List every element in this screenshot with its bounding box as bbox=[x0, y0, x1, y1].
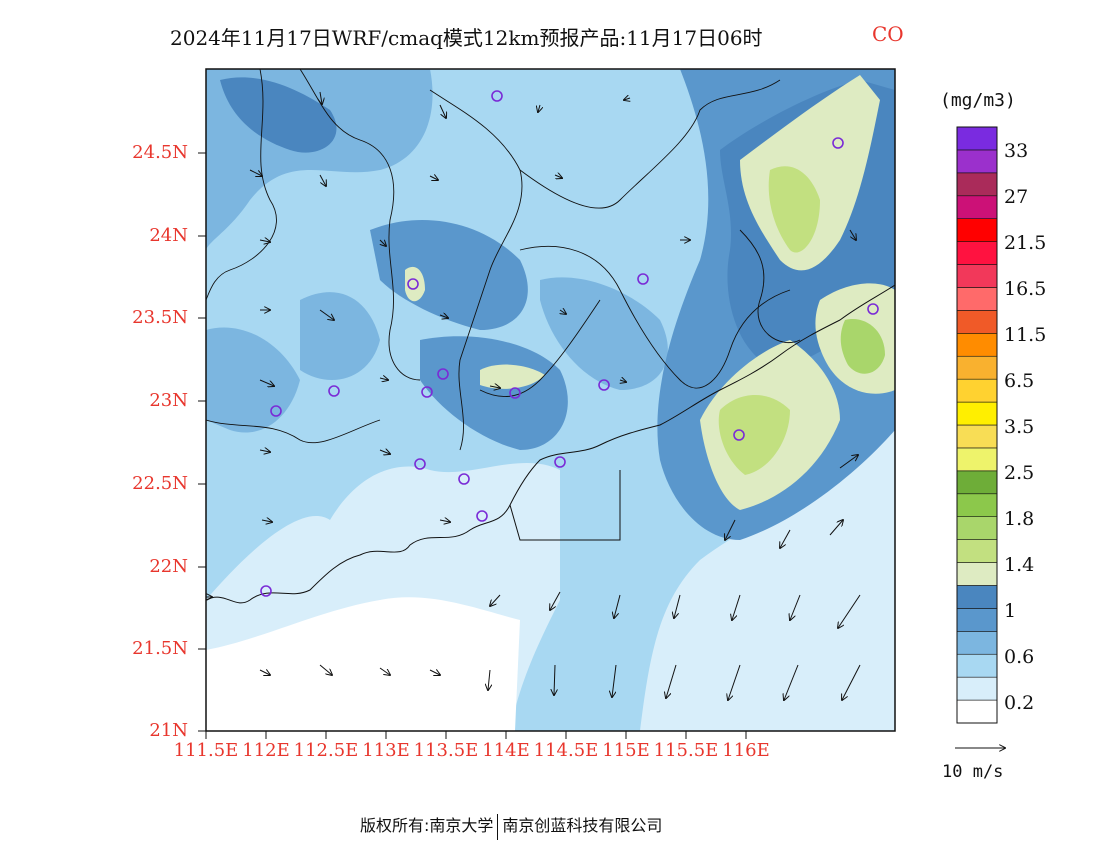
legend-swatch bbox=[956, 516, 998, 540]
legend-swatch bbox=[956, 310, 998, 334]
lon-tick: 111.5E bbox=[173, 740, 239, 761]
legend-swatch bbox=[956, 539, 998, 563]
lat-tick: 23.5N bbox=[132, 307, 188, 328]
coastline bbox=[206, 284, 895, 604]
legend-label: 21.5 bbox=[1004, 232, 1047, 254]
legend-label: 11.5 bbox=[1004, 324, 1047, 346]
concentration-field bbox=[206, 69, 895, 731]
map-border bbox=[205, 68, 896, 732]
lat-tick: 23N bbox=[149, 390, 188, 411]
legend-swatch bbox=[956, 355, 998, 380]
copyright-owner: 版权所有:南京大学 bbox=[360, 816, 494, 835]
legend-swatch bbox=[956, 470, 998, 495]
legend-label: 0.2 bbox=[1004, 692, 1035, 714]
lat-tick: 21.5N bbox=[132, 638, 188, 659]
title-text: 2024年11月17日WRF/cmaq模式12km预报产品:11月17日06时 bbox=[170, 26, 763, 50]
legend-swatch bbox=[956, 241, 998, 265]
legend-label: 33 bbox=[1004, 140, 1029, 162]
province-boundaries bbox=[206, 69, 801, 451]
legend-colorbar bbox=[956, 126, 998, 724]
legend-swatch bbox=[956, 585, 998, 609]
lon-tick: 116E bbox=[722, 740, 770, 761]
legend-label: 16.5 bbox=[1004, 278, 1047, 300]
lon-tick: 114.5E bbox=[533, 740, 599, 761]
legend-swatch bbox=[956, 333, 998, 357]
legend-label: 0.6 bbox=[1004, 646, 1035, 668]
lat-tick: 21N bbox=[149, 720, 188, 741]
legend-swatch bbox=[956, 378, 998, 403]
legend-label: 1.8 bbox=[1004, 508, 1035, 530]
legend-swatch bbox=[956, 676, 998, 701]
legend-label: 3.5 bbox=[1004, 416, 1035, 438]
copyright-company: 南京创蓝科技有限公司 bbox=[502, 816, 663, 835]
legend-swatch bbox=[956, 699, 998, 724]
legend-swatch bbox=[956, 218, 998, 242]
legend-swatch bbox=[956, 493, 998, 517]
legend-swatch bbox=[956, 424, 998, 449]
legend-label: 6.5 bbox=[1004, 370, 1035, 392]
species-label: CO bbox=[872, 22, 904, 46]
chart-title: 2024年11月17日WRF/cmaq模式12km预报产品:11月17日06时 … bbox=[0, 22, 1100, 52]
wind-vectors bbox=[206, 91, 861, 700]
lat-tick: 24N bbox=[149, 225, 188, 246]
copyright-footer: 版权所有:南京大学 南京创蓝科技有限公司 bbox=[360, 812, 662, 840]
legend-unit: (mg/m3) bbox=[940, 90, 1016, 111]
legend-swatch bbox=[956, 195, 998, 219]
legend-frame bbox=[956, 126, 998, 724]
wind-reference-label: 10 m/s bbox=[942, 762, 1004, 782]
footer-separator bbox=[497, 813, 499, 840]
lon-tick: 112.5E bbox=[293, 740, 359, 761]
legend-label: 1.4 bbox=[1004, 554, 1035, 576]
lon-tick: 113.5E bbox=[413, 740, 479, 761]
lon-tick: 113E bbox=[362, 740, 410, 761]
lon-tick: 115.5E bbox=[653, 740, 719, 761]
legend-swatch bbox=[956, 653, 998, 678]
legend-swatch bbox=[956, 287, 998, 311]
station-markers bbox=[260, 90, 879, 597]
lon-tick: 115E bbox=[602, 740, 650, 761]
legend-swatch bbox=[956, 264, 998, 288]
legend-label: 2.5 bbox=[1004, 462, 1035, 484]
legend-swatch bbox=[956, 562, 998, 586]
axis-ticks bbox=[198, 152, 747, 739]
legend-swatch bbox=[956, 172, 998, 197]
legend-swatch bbox=[956, 608, 998, 632]
lat-tick: 22N bbox=[149, 556, 188, 577]
legend-swatch bbox=[956, 149, 998, 174]
legend-label: 27 bbox=[1004, 186, 1029, 208]
legend-swatch bbox=[956, 126, 998, 151]
legend-swatch bbox=[956, 631, 998, 655]
legend-label: 1 bbox=[1004, 600, 1017, 622]
lat-tick: 24.5N bbox=[132, 142, 188, 163]
lat-tick: 22.5N bbox=[132, 473, 188, 494]
legend-swatch bbox=[956, 447, 998, 472]
lon-tick: 114E bbox=[482, 740, 530, 761]
lon-tick: 112E bbox=[242, 740, 290, 761]
legend-swatch bbox=[956, 401, 998, 426]
